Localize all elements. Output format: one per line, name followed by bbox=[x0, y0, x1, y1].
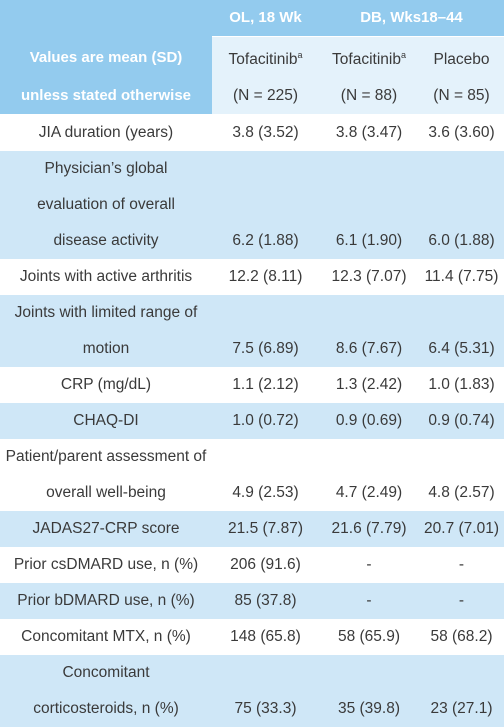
row-value-db-placebo: 58 (68.2) bbox=[419, 619, 504, 656]
row-value-db-placebo: 11.4 (7.75) bbox=[419, 259, 504, 296]
row-label: Prior csDMARD use, n (%) bbox=[0, 547, 212, 584]
row-value-db-tofacitinib: 21.6 (7.79) bbox=[319, 511, 419, 548]
table-row: Concomitant MTX, n (%) 148 (65.8) 58 (65… bbox=[0, 619, 504, 656]
row-label: Concomitant MTX, n (%) bbox=[0, 619, 212, 656]
col-header-tofacitinib-db: Tofacitiniba bbox=[319, 37, 419, 79]
table-row: CRP (mg/dL) 1.1 (2.12) 1.3 (2.42) 1.0 (1… bbox=[0, 367, 504, 404]
row-value-db-tofacitinib: 8.6 (7.67) bbox=[319, 295, 419, 368]
row-label: CRP (mg/dL) bbox=[0, 367, 212, 404]
row-value-db-placebo: 0.9 (0.74) bbox=[419, 403, 504, 440]
header-label-line1: Values are mean (SD) bbox=[0, 37, 212, 79]
header-row-n: unless stated otherwise (N = 225) (N = 8… bbox=[0, 78, 504, 116]
row-label: Concomitant corticosteroids, n (%) bbox=[0, 655, 212, 727]
row-value-ol: 3.8 (3.52) bbox=[212, 115, 319, 152]
header-row-groups: OL, 18 Wk DB, Wks18–44 bbox=[0, 0, 504, 37]
row-value-db-placebo: 23 (27.1) bbox=[419, 655, 504, 727]
row-label: Physician’s global evaluation of overall… bbox=[0, 151, 212, 260]
row-value-ol: 148 (65.8) bbox=[212, 619, 319, 656]
table-row: Concomitant corticosteroids, n (%) 75 (3… bbox=[0, 655, 504, 727]
group-header-db: DB, Wks18–44 bbox=[319, 0, 504, 37]
header-row-treatments: Values are mean (SD) Tofacitiniba Tofaci… bbox=[0, 37, 504, 79]
row-value-db-tofacitinib: 0.9 (0.69) bbox=[319, 403, 419, 440]
row-value-db-tofacitinib: 3.8 (3.47) bbox=[319, 115, 419, 152]
row-value-db-placebo: - bbox=[419, 547, 504, 584]
row-value-ol: 85 (37.8) bbox=[212, 583, 319, 620]
row-value-db-tofacitinib: - bbox=[319, 547, 419, 584]
row-value-db-placebo: 4.8 (2.57) bbox=[419, 439, 504, 512]
table-row: CHAQ-DI 1.0 (0.72) 0.9 (0.69) 0.9 (0.74) bbox=[0, 403, 504, 440]
row-label: Prior bDMARD use, n (%) bbox=[0, 583, 212, 620]
table-row: Joints with active arthritis 12.2 (8.11)… bbox=[0, 259, 504, 296]
row-value-ol: 206 (91.6) bbox=[212, 547, 319, 584]
table-row: Joints with limited range of motion 7.5 … bbox=[0, 295, 504, 368]
row-value-db-tofacitinib: 12.3 (7.07) bbox=[319, 259, 419, 296]
col-header-placebo: Placebo bbox=[419, 37, 504, 79]
col-n-placebo: (N = 85) bbox=[419, 78, 504, 116]
row-value-ol: 21.5 (7.87) bbox=[212, 511, 319, 548]
header-corner bbox=[0, 0, 212, 37]
row-value-db-placebo: 20.7 (7.01) bbox=[419, 511, 504, 548]
table-row: Physician’s global evaluation of overall… bbox=[0, 151, 504, 260]
row-value-ol: 4.9 (2.53) bbox=[212, 439, 319, 512]
row-label: Patient/parent assessment of overall wel… bbox=[0, 439, 212, 512]
row-value-ol: 12.2 (8.11) bbox=[212, 259, 319, 296]
row-value-db-tofacitinib: 6.1 (1.90) bbox=[319, 151, 419, 260]
row-value-db-placebo: 6.0 (1.88) bbox=[419, 151, 504, 260]
row-value-db-tofacitinib: 35 (39.8) bbox=[319, 655, 419, 727]
row-value-db-tofacitinib: 4.7 (2.49) bbox=[319, 439, 419, 512]
row-label: JIA duration (years) bbox=[0, 115, 212, 152]
row-label: Joints with active arthritis bbox=[0, 259, 212, 296]
row-value-db-placebo: 1.0 (1.83) bbox=[419, 367, 504, 404]
row-label: JADAS27-CRP score bbox=[0, 511, 212, 548]
table-row: JADAS27-CRP score 21.5 (7.87) 21.6 (7.79… bbox=[0, 511, 504, 548]
row-label: CHAQ-DI bbox=[0, 403, 212, 440]
row-value-ol: 75 (33.3) bbox=[212, 655, 319, 727]
header-label-line2: unless stated otherwise bbox=[0, 78, 212, 116]
row-value-db-tofacitinib: 58 (65.9) bbox=[319, 619, 419, 656]
row-value-db-placebo: 6.4 (5.31) bbox=[419, 295, 504, 368]
group-header-ol: OL, 18 Wk bbox=[212, 0, 319, 37]
row-value-ol: 7.5 (6.89) bbox=[212, 295, 319, 368]
row-value-ol: 1.1 (2.12) bbox=[212, 367, 319, 404]
table-row: Prior bDMARD use, n (%) 85 (37.8) - - bbox=[0, 583, 504, 620]
table-row: JIA duration (years) 3.8 (3.52) 3.8 (3.4… bbox=[0, 115, 504, 152]
row-label: Joints with limited range of motion bbox=[0, 295, 212, 368]
row-value-db-placebo: 3.6 (3.60) bbox=[419, 115, 504, 152]
row-value-ol: 6.2 (1.88) bbox=[212, 151, 319, 260]
col-n-tofacitinib-ol: (N = 225) bbox=[212, 78, 319, 116]
table-row: Prior csDMARD use, n (%) 206 (91.6) - - bbox=[0, 547, 504, 584]
table-row: Patient/parent assessment of overall wel… bbox=[0, 439, 504, 512]
row-value-db-placebo: - bbox=[419, 583, 504, 620]
col-n-tofacitinib-db: (N = 88) bbox=[319, 78, 419, 116]
col-header-tofacitinib-ol: Tofacitiniba bbox=[212, 37, 319, 79]
row-value-ol: 1.0 (0.72) bbox=[212, 403, 319, 440]
row-value-db-tofacitinib: 1.3 (2.42) bbox=[319, 367, 419, 404]
row-value-db-tofacitinib: - bbox=[319, 583, 419, 620]
